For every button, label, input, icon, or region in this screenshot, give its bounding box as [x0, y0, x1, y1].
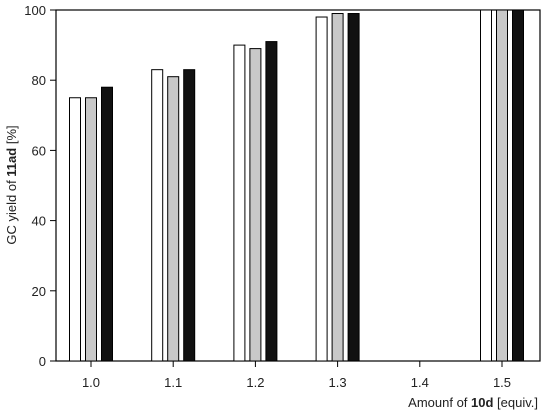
bar-1.1-s1 — [151, 69, 164, 362]
bar-1.5-s2 — [496, 9, 508, 362]
y-tick-label: 20 — [32, 284, 46, 299]
bar-1.0-s1 — [69, 97, 81, 362]
bar-1.3-s2 — [331, 13, 344, 362]
x-tick-label: 1.1 — [164, 375, 182, 390]
bar-1.2-s3 — [265, 41, 278, 362]
x-tick-label: 1.5 — [493, 375, 511, 390]
bars-group — [69, 9, 524, 362]
bar-1.2-s2 — [249, 48, 262, 362]
bar-1.2-s1 — [233, 44, 246, 362]
bar-1.3-s3 — [347, 13, 360, 362]
x-axis-label: Amounf of 10d [equiv.] — [408, 395, 538, 410]
bar-1.1-s3 — [183, 69, 196, 362]
bar-1.1-s2 — [167, 76, 180, 362]
y-tick-label: 100 — [24, 3, 46, 18]
bar-1.5-s1 — [480, 9, 492, 362]
bar-1.5-s3 — [512, 9, 524, 362]
x-tick-label: 1.3 — [329, 375, 347, 390]
x-tick-label: 1.4 — [411, 375, 429, 390]
y-tick-label: 60 — [32, 143, 46, 158]
bar-1.3-s1 — [315, 16, 328, 362]
y-tick-label: 80 — [32, 73, 46, 88]
x-tick-label: 1.2 — [246, 375, 264, 390]
y-axis-ticks: 0 20 40 60 80 100 — [24, 3, 56, 369]
bar-1.0-s3 — [101, 86, 113, 362]
y-axis-label: GC yield of 11ad [%] — [4, 125, 19, 244]
bar-1.0-s2 — [85, 97, 97, 362]
y-tick-label: 0 — [39, 354, 46, 369]
x-axis-ticks: 1.0 1.1 1.2 1.3 1.4 1.5 — [82, 361, 511, 390]
y-tick-label: 40 — [32, 214, 46, 229]
x-tick-label: 1.0 — [82, 375, 100, 390]
plot-frame — [55, 9, 541, 362]
